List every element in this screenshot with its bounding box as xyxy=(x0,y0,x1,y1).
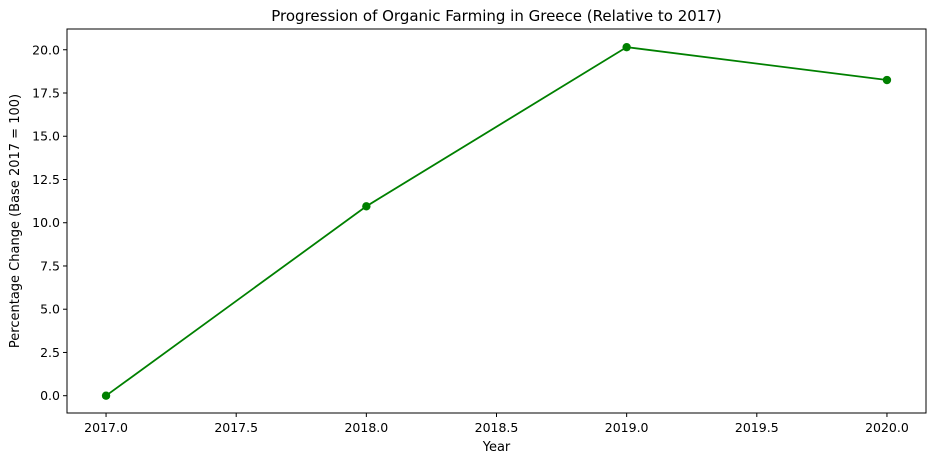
data-point xyxy=(101,391,111,400)
chart-title: Progression of Organic Farming in Greece… xyxy=(271,7,721,25)
y-tick-label: 12.5 xyxy=(32,172,60,187)
data-point xyxy=(622,42,631,52)
series-layer xyxy=(101,42,892,400)
y-tick-label: 15.0 xyxy=(32,129,60,144)
data-point xyxy=(882,75,892,85)
y-tick-label: 20.0 xyxy=(32,42,60,57)
x-axis-label: Year xyxy=(482,440,511,455)
data-point xyxy=(362,202,371,211)
y-tick-label: 2.5 xyxy=(40,345,60,360)
y-tick-label: 17.5 xyxy=(32,86,60,101)
y-tick-label: 5.0 xyxy=(40,302,60,317)
y-tick-label: 10.0 xyxy=(32,215,60,230)
x-tick-label: 2018.5 xyxy=(475,420,519,435)
x-tick-label: 2017.5 xyxy=(214,420,258,435)
x-tick-label: 2018.0 xyxy=(344,420,388,435)
y-tick-label: 7.5 xyxy=(40,258,60,273)
series-line xyxy=(105,46,888,397)
x-tick-label: 2017.0 xyxy=(84,420,128,435)
x-axis-ticks: 2017.0 2017.5 2018.0 2018.5 2019.0 2019.5 2020… xyxy=(84,413,909,435)
plot-area-frame xyxy=(66,28,927,414)
x-tick-label: 2019.5 xyxy=(735,420,779,435)
y-axis-ticks: 0.0 2.5 5.0 7.5 10.0 12.5 15.0 17.5 20.0 xyxy=(32,42,67,403)
y-tick-label: 0.0 xyxy=(40,388,60,403)
x-tick-label: 2020.0 xyxy=(865,420,909,435)
y-axis-label: Percentage Change (Base 2017 = 100) xyxy=(8,94,23,348)
x-tick-label: 2019.0 xyxy=(605,420,649,435)
